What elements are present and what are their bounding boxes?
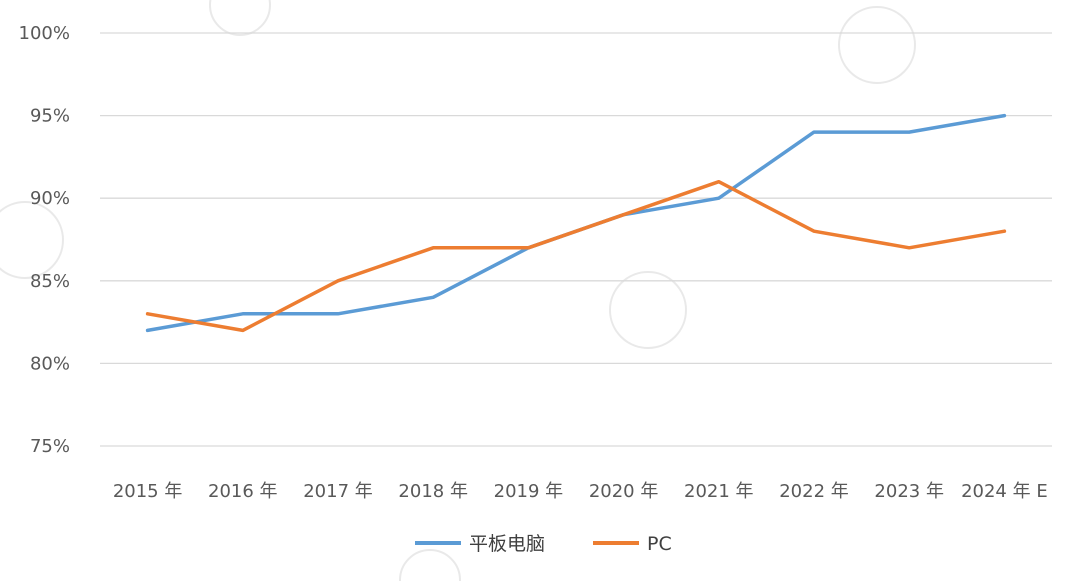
x-tick-label: 2020 年 xyxy=(589,481,659,502)
x-tick-label: 2021 年 xyxy=(684,481,754,502)
series-line-1 xyxy=(148,182,1005,331)
series-line-0 xyxy=(148,116,1005,331)
x-tick-label: 2022 年 xyxy=(779,481,849,502)
x-tick-label: 2018 年 xyxy=(398,481,468,502)
legend-label: 平板电脑 xyxy=(469,533,545,555)
x-tick-label: 2015 年 xyxy=(113,481,183,502)
legend-label: PC xyxy=(647,533,672,555)
x-tick-label: 2017 年 xyxy=(303,481,373,502)
y-tick-label: 100% xyxy=(19,23,70,44)
x-tick-label: 2019 年 xyxy=(494,481,564,502)
y-tick-label: 85% xyxy=(30,271,70,292)
x-tick-label: 2023 年 xyxy=(874,481,944,502)
y-tick-label: 95% xyxy=(30,106,70,127)
x-tick-label: 2024 年 E xyxy=(961,481,1048,502)
y-tick-label: 80% xyxy=(30,353,70,374)
x-tick-label: 2016 年 xyxy=(208,481,278,502)
y-tick-label: 75% xyxy=(30,436,70,457)
y-tick-label: 90% xyxy=(30,188,70,209)
